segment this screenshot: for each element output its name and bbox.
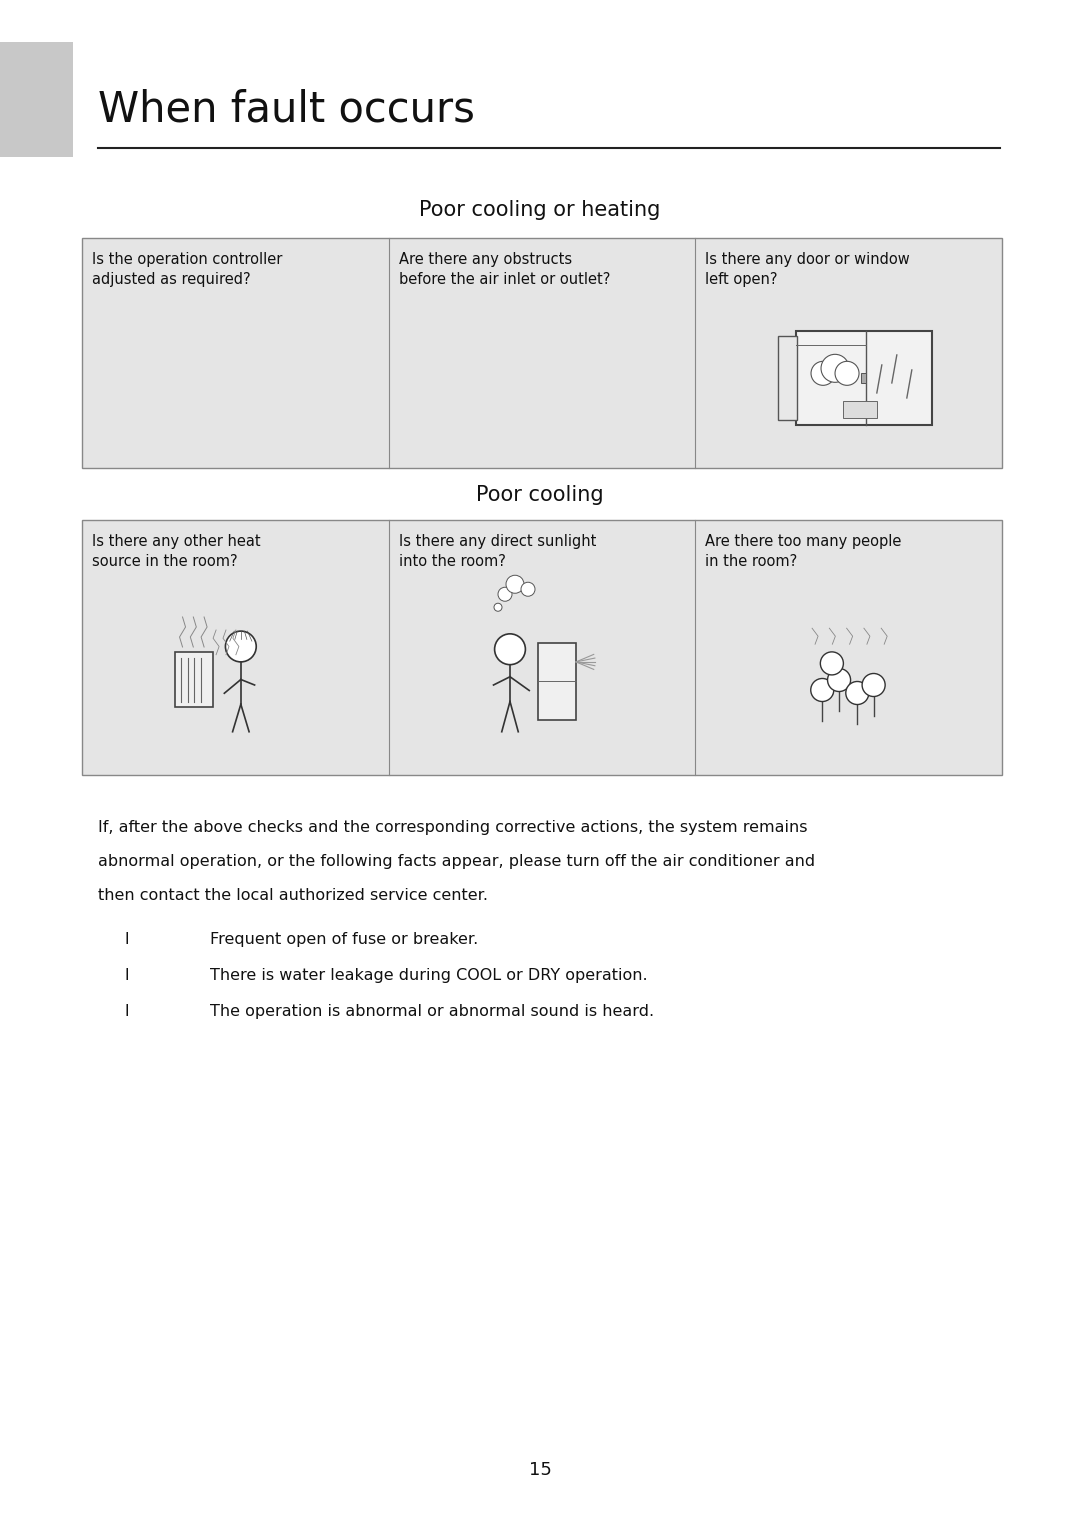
Circle shape bbox=[507, 575, 524, 594]
Text: The operation is abnormal or abnormal sound is heard.: The operation is abnormal or abnormal so… bbox=[210, 1004, 654, 1019]
Circle shape bbox=[811, 679, 834, 702]
Circle shape bbox=[494, 603, 502, 612]
Text: There is water leakage during COOL or DRY operation.: There is water leakage during COOL or DR… bbox=[210, 967, 648, 983]
Circle shape bbox=[811, 362, 835, 386]
Bar bbox=[862, 372, 866, 383]
Circle shape bbox=[498, 588, 512, 601]
Bar bbox=[82, 238, 1002, 468]
Text: then contact the local authorized service center.: then contact the local authorized servic… bbox=[98, 888, 488, 903]
Circle shape bbox=[827, 668, 851, 691]
Text: l: l bbox=[125, 967, 130, 983]
Bar bbox=[796, 331, 932, 424]
Text: When fault occurs: When fault occurs bbox=[98, 89, 475, 131]
Text: l: l bbox=[125, 1004, 130, 1019]
Circle shape bbox=[226, 632, 256, 662]
Circle shape bbox=[521, 583, 535, 597]
Circle shape bbox=[846, 682, 868, 705]
Text: 15: 15 bbox=[528, 1460, 552, 1479]
Bar bbox=[175, 652, 214, 707]
Text: l: l bbox=[125, 932, 130, 948]
Text: Is there any door or window
left open?: Is there any door or window left open? bbox=[705, 252, 910, 287]
Circle shape bbox=[821, 354, 849, 383]
Text: Is there any direct sunlight
into the room?: Is there any direct sunlight into the ro… bbox=[399, 534, 596, 569]
Text: Poor cooling or heating: Poor cooling or heating bbox=[419, 200, 661, 220]
Bar bbox=[0, 43, 73, 157]
Circle shape bbox=[862, 673, 886, 696]
Bar bbox=[82, 520, 1002, 775]
Text: abnormal operation, or the following facts appear, please turn off the air condi: abnormal operation, or the following fac… bbox=[98, 855, 815, 868]
Text: Are there too many people
in the room?: Are there too many people in the room? bbox=[705, 534, 902, 569]
Text: Are there any obstructs
before the air inlet or outlet?: Are there any obstructs before the air i… bbox=[399, 252, 610, 287]
Bar bbox=[778, 336, 797, 420]
Bar bbox=[843, 401, 877, 418]
Text: Poor cooling: Poor cooling bbox=[476, 485, 604, 505]
Bar bbox=[538, 642, 576, 720]
Text: Is the operation controller
adjusted as required?: Is the operation controller adjusted as … bbox=[92, 252, 282, 287]
Circle shape bbox=[835, 362, 859, 386]
Text: Frequent open of fuse or breaker.: Frequent open of fuse or breaker. bbox=[210, 932, 478, 948]
Text: If, after the above checks and the corresponding corrective actions, the system : If, after the above checks and the corre… bbox=[98, 819, 808, 835]
Circle shape bbox=[821, 652, 843, 674]
Circle shape bbox=[495, 633, 525, 665]
Text: Is there any other heat
source in the room?: Is there any other heat source in the ro… bbox=[92, 534, 260, 569]
